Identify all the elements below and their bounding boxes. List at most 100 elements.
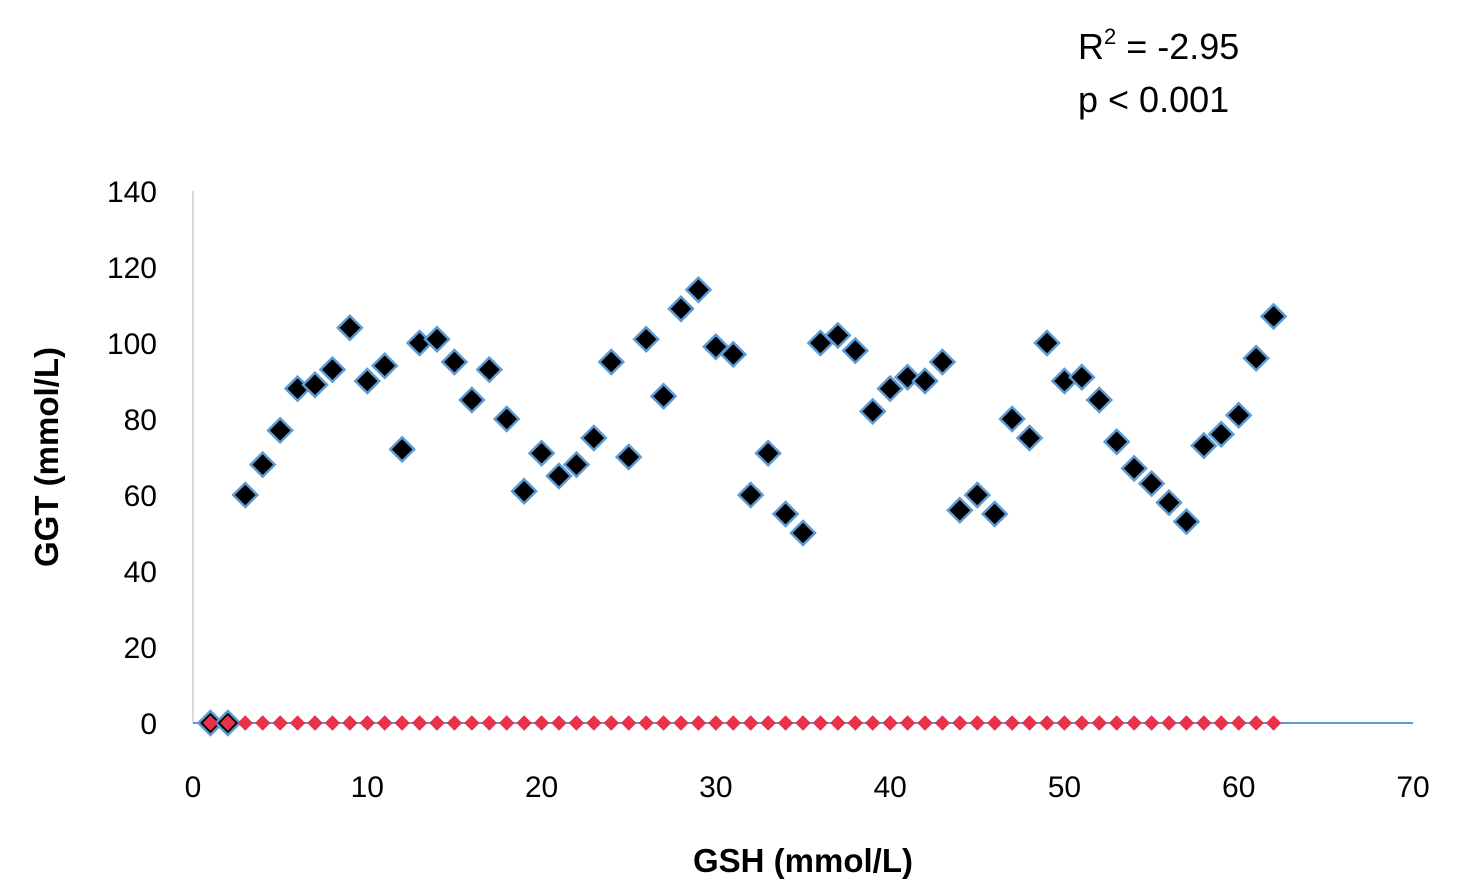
y-tick-label: 60 [124, 480, 157, 513]
ggt-point [1242, 344, 1270, 372]
x-tick-labels: 0 10 20 30 40 50 60 70 [185, 771, 1430, 804]
baseline-point [202, 715, 219, 731]
baseline-point [673, 715, 689, 731]
baseline-point [621, 715, 637, 731]
axes [192, 191, 1413, 724]
ggt-point [475, 355, 504, 384]
baseline-point [1143, 715, 1160, 731]
y-tick-label: 140 [107, 176, 157, 209]
baseline-point [429, 715, 445, 731]
ggt-point [266, 416, 294, 445]
baseline-point [1161, 715, 1177, 731]
baseline-point [1213, 715, 1229, 731]
baseline-point [1021, 715, 1038, 731]
baseline-point [377, 715, 393, 731]
baseline-point [272, 715, 288, 731]
x-tick-label: 10 [351, 771, 384, 804]
ggt-point [248, 450, 277, 479]
ggt-point [614, 443, 643, 471]
ggt-point [963, 481, 992, 509]
baseline-point [481, 715, 497, 731]
ggt-point [597, 348, 626, 376]
ggt-point [736, 481, 765, 509]
ggt-point [231, 481, 260, 509]
baseline-point [499, 715, 515, 731]
baseline-point [777, 715, 794, 731]
x-axis-title: GSH (mmol/L) [693, 842, 913, 879]
baseline-point [1196, 715, 1212, 731]
ggt-point [998, 405, 1026, 433]
r-squared-annotation: R2 = -2.95 [1078, 26, 1239, 65]
baseline-point [847, 715, 863, 731]
baseline-point [812, 715, 829, 731]
y-tick-label: 80 [124, 404, 157, 437]
ggt-point [841, 336, 870, 365]
baseline-point [1231, 715, 1247, 731]
ggt-point [423, 325, 451, 353]
ggt-point [1155, 488, 1183, 517]
y-tick-label: 120 [107, 252, 157, 285]
ggt-point [632, 325, 660, 353]
baseline-point [1248, 715, 1264, 731]
ggt-point [301, 371, 329, 399]
ggt-point [458, 386, 486, 414]
baseline-point [551, 715, 567, 731]
baseline-point [394, 715, 410, 731]
baseline-point [237, 715, 253, 731]
x-tick-label: 30 [699, 771, 732, 804]
ggt-point [1172, 507, 1201, 536]
baseline-point [307, 715, 323, 731]
baseline-point [1039, 715, 1055, 731]
ggt-point [1068, 363, 1096, 391]
ggt-point [858, 397, 887, 426]
baseline-point [882, 715, 898, 731]
ggt-point [1224, 401, 1253, 429]
baseline-point [969, 715, 985, 731]
baseline-point [795, 715, 811, 731]
baseline-point [289, 715, 306, 731]
baseline-point [1004, 715, 1020, 731]
ggt-point [649, 382, 678, 410]
baseline-point [255, 715, 271, 731]
ggt-point [545, 462, 573, 490]
ggt-point [1015, 424, 1044, 452]
baseline-point [1126, 715, 1142, 731]
baseline-point [725, 715, 741, 731]
y-tick-label: 40 [124, 556, 157, 589]
x-tick-label: 20 [525, 771, 558, 804]
baseline-point [655, 715, 672, 731]
ggt-point [824, 321, 852, 350]
ggt-point [440, 348, 469, 376]
ggt-point [510, 477, 538, 505]
ggt-point [667, 295, 695, 323]
ggt-point [719, 340, 748, 369]
baseline-point [1178, 715, 1195, 731]
ggt-point [1033, 329, 1061, 357]
baseline-point [865, 715, 881, 731]
ggt-point [527, 439, 556, 467]
x-tick-label: 50 [1048, 771, 1081, 804]
x-tick-label: 0 [185, 771, 202, 804]
x-tick-label: 40 [873, 771, 906, 804]
ggt-point [318, 355, 347, 384]
baseline-point [899, 715, 916, 731]
ggt-point [1259, 302, 1288, 331]
baseline-point [987, 715, 1003, 731]
baseline-point [464, 715, 480, 731]
ggt-point [580, 424, 608, 452]
ggt-point [492, 405, 521, 433]
baseline-point [934, 715, 951, 731]
ggt-point [353, 367, 382, 395]
y-tick-label: 0 [140, 708, 157, 741]
ggt-point [1207, 420, 1236, 448]
series-baseline-points [202, 715, 1282, 731]
x-tick-label: 60 [1222, 771, 1255, 804]
baseline-point [603, 715, 619, 731]
y-axis-title: GGT (mmol/L) [28, 347, 65, 567]
baseline-point [568, 715, 585, 731]
ggt-point [911, 367, 939, 395]
baseline-point [638, 715, 654, 731]
baseline-point [533, 715, 550, 731]
baseline-point [516, 715, 532, 731]
